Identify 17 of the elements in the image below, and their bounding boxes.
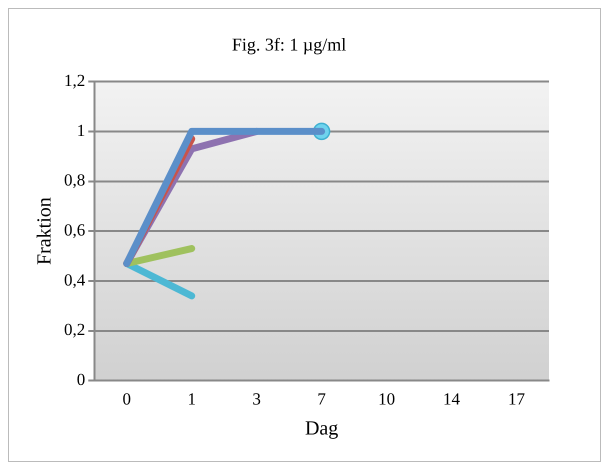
y-tick-label: 0,4: [64, 270, 86, 290]
chart-title: Fig. 3f: 1 µg/ml: [232, 34, 346, 55]
x-tick-label: 0: [122, 389, 131, 408]
y-tick-label: 0: [76, 370, 86, 390]
x-tick-label: 1: [187, 389, 196, 408]
x-axis-title: Dag: [304, 417, 338, 440]
y-axis-title: Fraktion: [33, 197, 56, 265]
x-tick-label: 7: [317, 389, 326, 408]
x-tick-label: 17: [508, 389, 526, 408]
y-tick-label: 0,6: [64, 220, 86, 240]
y-tick-label: 0,2: [64, 320, 86, 340]
x-tick-label: 3: [252, 389, 261, 408]
y-tick-label: 0,8: [64, 170, 86, 190]
y-tick-label: 1: [76, 120, 86, 140]
x-tick-label: 10: [378, 389, 396, 408]
x-tick-label: 14: [443, 389, 461, 408]
y-tick-label: 1,2: [64, 71, 86, 90]
